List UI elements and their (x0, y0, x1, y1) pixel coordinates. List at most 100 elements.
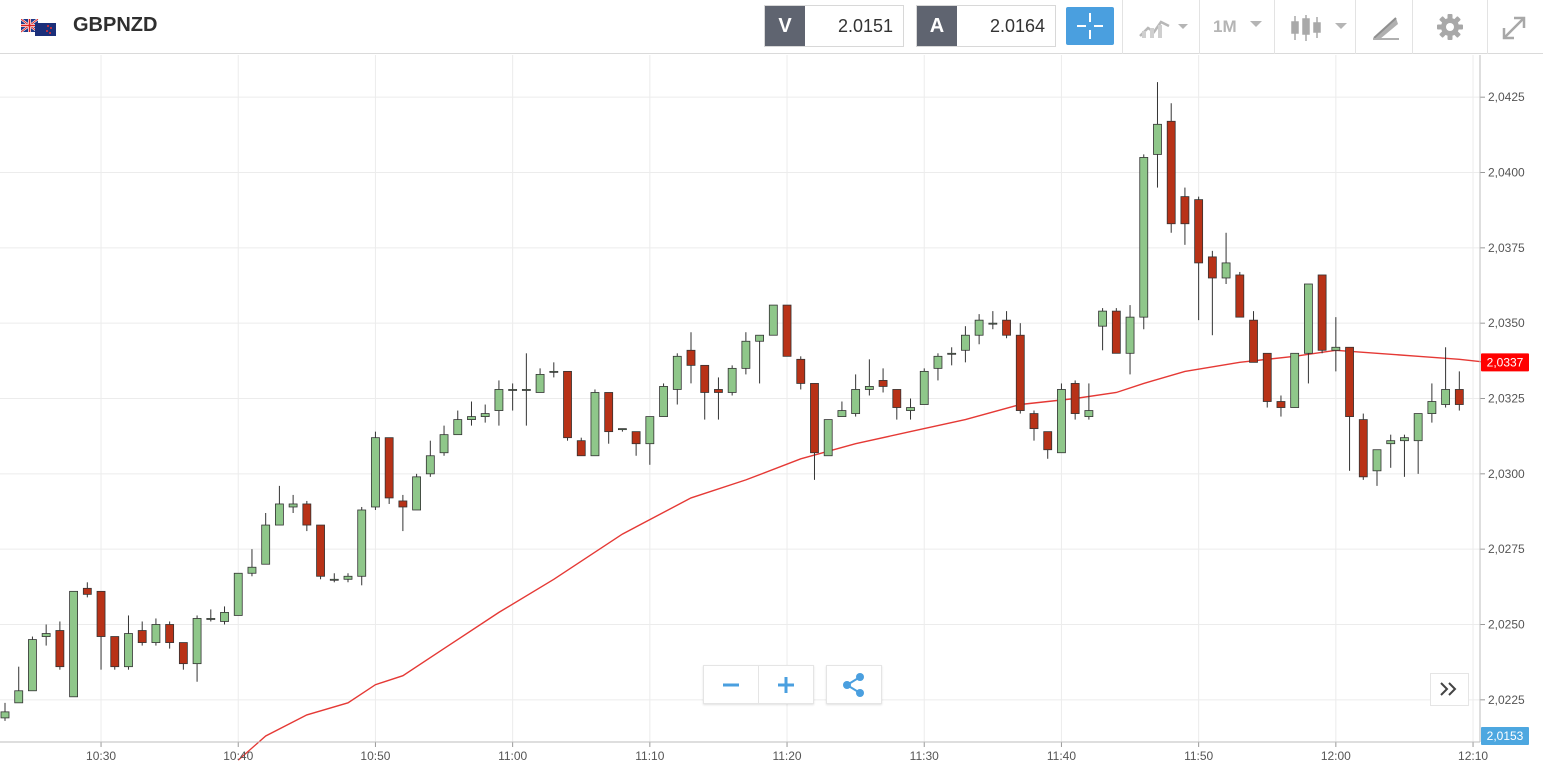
candle-down (96, 590, 106, 670)
candle-up (206, 609, 216, 622)
candle-body (233, 572, 243, 616)
candle-up (1304, 283, 1313, 384)
drawing-tools-button[interactable] (1355, 0, 1412, 54)
candle-body (535, 373, 545, 393)
candle-body (988, 322, 998, 325)
scroll-to-latest-button[interactable] (1430, 673, 1469, 706)
candle-body (1441, 389, 1450, 405)
chart-axes: 2,0225 2,0250 2,0275 2,0300 2,0325 2,0350 2,03… (0, 55, 1529, 763)
candle-up (1139, 154, 1149, 330)
buy-price-button[interactable]: A 2.0164 (916, 5, 1056, 47)
share-button[interactable] (826, 665, 882, 704)
candle-up (906, 398, 915, 420)
candle-style-button[interactable] (1274, 0, 1355, 54)
double-chevron-right-icon (1440, 682, 1457, 696)
candle-up (618, 428, 627, 432)
chart-grid (0, 55, 1480, 742)
y-tick-label: 2,0325 (1488, 392, 1525, 406)
candle-up (645, 416, 655, 465)
candle-body (1413, 413, 1423, 442)
candle-body (302, 503, 312, 526)
candle-up (467, 401, 476, 426)
moving-average-line (237, 349, 1487, 761)
candle-body (1454, 389, 1464, 405)
candle-up (947, 347, 957, 366)
candle-body (700, 364, 710, 393)
candle-up (508, 383, 518, 411)
candle-body (1194, 199, 1204, 264)
candle-body (1427, 401, 1437, 414)
buy-label: A (917, 6, 957, 46)
candle-body (878, 380, 888, 387)
candle-body (412, 476, 422, 511)
candle-down (1002, 311, 1011, 339)
candle-down (178, 642, 188, 670)
drawing-tools-icon (1373, 17, 1399, 40)
candle-up (1290, 352, 1300, 408)
candle-body (837, 410, 847, 417)
zoom-out-button[interactable] (704, 666, 758, 703)
candle-up (69, 590, 78, 698)
candle-body (727, 367, 737, 393)
candle-down (796, 356, 806, 390)
candle-body (590, 392, 600, 457)
chart-type-button[interactable] (1122, 0, 1199, 54)
candle-body (1166, 120, 1176, 225)
candle-up (864, 359, 874, 396)
candle-up (1331, 317, 1341, 372)
zoom-divider (758, 666, 759, 703)
crosshair-button[interactable] (1066, 7, 1114, 45)
x-tick-label: 10:50 (360, 749, 390, 763)
fullscreen-button[interactable] (1487, 0, 1543, 54)
candle-down (686, 332, 696, 384)
buy-price: 2.0164 (989, 16, 1045, 36)
flag-uk-nz-icon (21, 19, 56, 36)
candle-body (933, 355, 943, 369)
candle-up (1084, 383, 1094, 420)
y-tick-label: 2,0375 (1488, 241, 1525, 255)
zoom-in-button[interactable] (759, 666, 813, 703)
candle-body (329, 578, 339, 581)
candle-body (343, 575, 353, 580)
gear-icon (1437, 14, 1463, 40)
price-chart[interactable]: 2,0225 2,0250 2,0275 2,0300 2,0325 2,0350 2,03… (0, 55, 1543, 782)
timeframe-dropdown[interactable]: 1M (1199, 0, 1274, 54)
candle-body (247, 566, 257, 574)
candle-up (343, 573, 353, 583)
candle-body (906, 407, 915, 411)
candle-up (28, 636, 37, 692)
candle-body (1043, 431, 1053, 451)
candle-body (316, 524, 325, 577)
candle-body (69, 590, 78, 698)
candle-body (137, 630, 147, 643)
candle-body (741, 340, 751, 369)
current-price-badge-text: 2,0153 (1487, 729, 1524, 743)
candle-down (1015, 323, 1025, 414)
candle-body (1139, 157, 1149, 318)
zoom-controls (703, 665, 814, 704)
candle-body (82, 587, 92, 595)
candle-body (1125, 316, 1135, 354)
settings-button[interactable] (1412, 0, 1487, 54)
candle-body (0, 711, 10, 719)
candle-down (604, 392, 614, 444)
candle-body (1221, 262, 1231, 279)
candle-up (371, 431, 380, 510)
candle-body (453, 419, 463, 436)
y-tick-label: 2,0300 (1488, 467, 1525, 481)
candle-up (274, 485, 284, 526)
candle-body (14, 690, 24, 704)
candle-down (302, 500, 312, 532)
candle-body (851, 389, 861, 414)
last-price-badge-text: 2,0337 (1487, 355, 1524, 369)
candle-body (1015, 334, 1025, 411)
y-tick-label: 2,0425 (1488, 90, 1525, 104)
y-tick-label: 2,0350 (1488, 316, 1525, 330)
candle-down (1276, 395, 1286, 417)
candle-up (659, 383, 668, 417)
candle-down (1345, 346, 1354, 471)
candle-body (288, 503, 298, 508)
candle-body (110, 636, 120, 668)
sell-price-button[interactable]: V 2.0151 (764, 5, 904, 47)
candle-body (1358, 419, 1368, 478)
